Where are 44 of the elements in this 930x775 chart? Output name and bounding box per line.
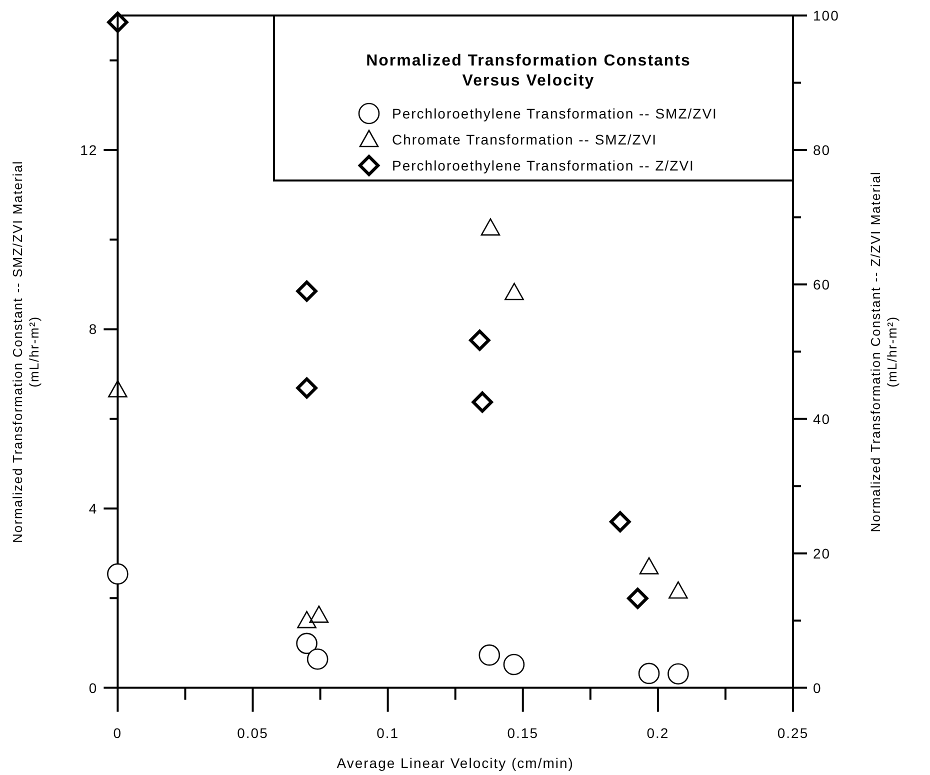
legend-label: Perchloroethylene Transformation -- SMZ/ZVI [392, 106, 718, 122]
y-tick-label: 0 [88, 680, 98, 696]
point [627, 588, 648, 609]
point [296, 377, 318, 399]
y2-tick-label: 80 [813, 142, 831, 158]
y-tick-label: 4 [88, 500, 98, 517]
point [638, 662, 660, 684]
point [306, 648, 328, 670]
point [480, 218, 500, 236]
point [297, 610, 316, 628]
y2-tick-label: 20 [813, 545, 831, 562]
y2-tick-label: 60 [813, 276, 831, 292]
point [668, 581, 688, 599]
point [108, 380, 128, 398]
point [296, 280, 318, 302]
point [639, 557, 659, 574]
y-tick-label: 12 [80, 142, 98, 158]
x-tick-label: 0.05 [237, 724, 268, 741]
point [309, 606, 329, 623]
legend-label: Perchloroethylene Transformation -- Z/ZVI [392, 158, 694, 174]
y-tick-label: 8 [88, 321, 98, 338]
point [107, 563, 128, 585]
y-axis-title: Normalized Transformation Constant -- SMZ/ZVI Material (mL/hr-m²) [10, 160, 42, 544]
x-tick-label: 0.25 [777, 724, 809, 741]
point [469, 330, 490, 351]
y2-tick-label: 100 [813, 8, 840, 24]
point [610, 511, 631, 532]
y2-tick-label: 0 [813, 680, 822, 696]
point [668, 663, 689, 685]
point [478, 644, 500, 666]
point [504, 282, 524, 300]
x-tick-label: 0.2 [646, 724, 670, 741]
x-tick-label: 0 [113, 724, 122, 741]
y2-tick-label: 40 [813, 410, 831, 427]
x-tick-label: 0.1 [376, 724, 400, 741]
point [296, 632, 318, 654]
legend-label: Chromate Transformation -- SMZ/ZVI [392, 132, 658, 148]
legend-title: Normalized Transformation Constants Versus Velocity [366, 52, 691, 90]
point [503, 654, 525, 676]
y2-axis-title: Normalized Transformation Constant -- Z/ZVI Material (mL/hr-m²) [868, 171, 900, 532]
x-tick-label: 0.15 [507, 724, 539, 741]
point [472, 391, 493, 413]
point [107, 12, 128, 33]
x-axis-title: Average Linear Velocity (cm/min) [336, 754, 574, 771]
